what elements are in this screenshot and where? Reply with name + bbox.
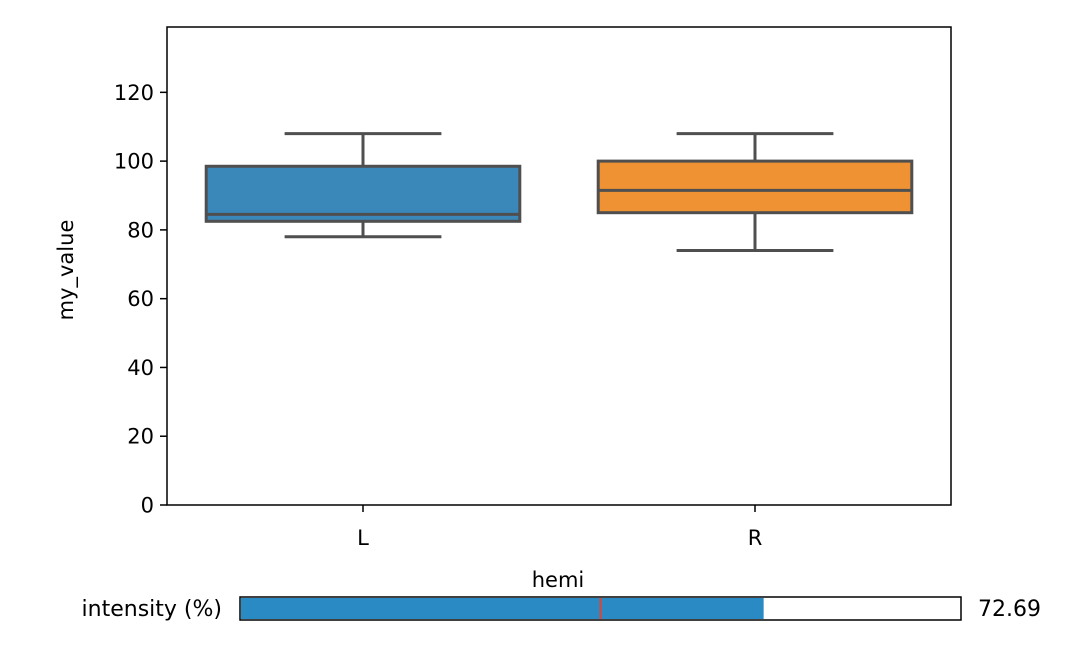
y-axis-title: my_value	[54, 220, 79, 321]
y-axis: 0 20 40 60 80 100 120	[114, 81, 167, 518]
slider-value: 72.69	[978, 597, 1041, 622]
x-axis-title: hemi	[532, 568, 585, 592]
y-tick-label: 60	[127, 287, 154, 311]
box-body	[596, 159, 914, 215]
slider-label: intensity (%)	[82, 597, 222, 622]
y-tick-label: 40	[127, 356, 154, 380]
plot-frame	[166, 26, 952, 506]
y-tick-label: 120	[114, 81, 154, 105]
boxes-layer	[204, 132, 914, 253]
box-R	[596, 132, 914, 253]
x-tick-label: L	[357, 526, 369, 550]
intensity-slider[interactable]: intensity (%) 72.69	[82, 596, 1041, 622]
box-L	[204, 132, 522, 239]
y-tick-label: 80	[127, 218, 154, 242]
y-tick-label: 0	[141, 494, 154, 518]
box-body	[204, 164, 522, 223]
y-tick-label: 20	[127, 425, 154, 449]
slider-fill	[241, 598, 764, 619]
x-tick-label: R	[748, 526, 763, 550]
slider-initial-marker	[599, 598, 602, 619]
y-tick-label: 100	[114, 150, 154, 174]
